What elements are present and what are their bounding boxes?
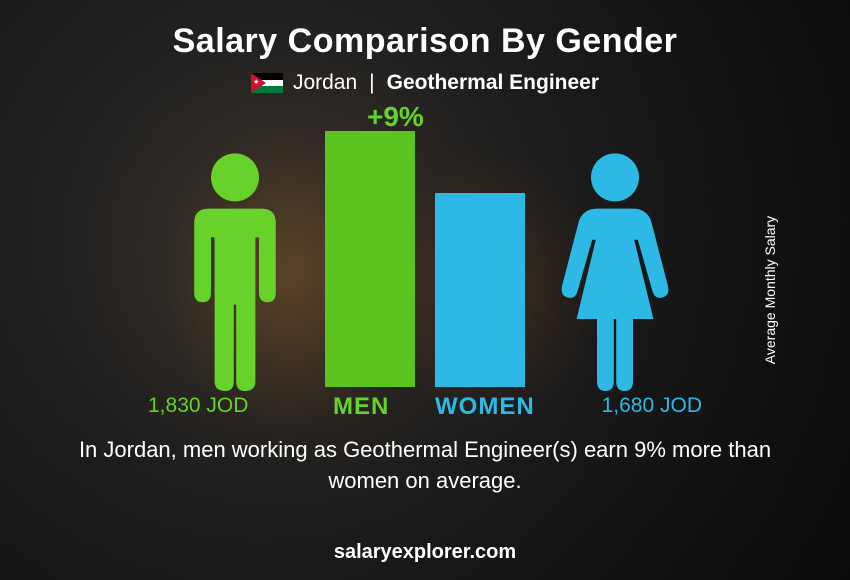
country-label: Jordan	[293, 71, 357, 95]
female-label: WOMEN	[435, 393, 535, 421]
male-bar	[325, 131, 415, 387]
subtitle-row: ★ Jordan | Geothermal Engineer	[251, 71, 599, 95]
male-label: MEN	[333, 393, 389, 421]
separator: |	[369, 71, 374, 95]
page-title: Salary Comparison By Gender	[173, 22, 678, 61]
male-salary: 1,830 JOD	[148, 394, 248, 418]
role-label: Geothermal Engineer	[387, 71, 599, 95]
female-person-icon	[555, 151, 675, 391]
source-label: salaryexplorer.com	[0, 541, 850, 564]
female-bar	[435, 193, 525, 387]
labels-row: 1,830 JOD MEN WOMEN 1,680 JOD	[115, 391, 735, 421]
comparison-chart: +9% 1,830 JOD MEN WOMEN 1,680 JOD	[115, 101, 735, 421]
y-axis-label: Average Monthly Salary	[762, 216, 778, 364]
percentage-badge: +9%	[367, 101, 424, 133]
description-text: In Jordan, men working as Geothermal Eng…	[55, 435, 795, 497]
jordan-flag-icon: ★	[251, 73, 283, 93]
infographic-content: Salary Comparison By Gender ★ Jordan | G…	[0, 0, 850, 580]
female-salary: 1,680 JOD	[602, 394, 702, 418]
male-person-icon	[175, 151, 295, 391]
